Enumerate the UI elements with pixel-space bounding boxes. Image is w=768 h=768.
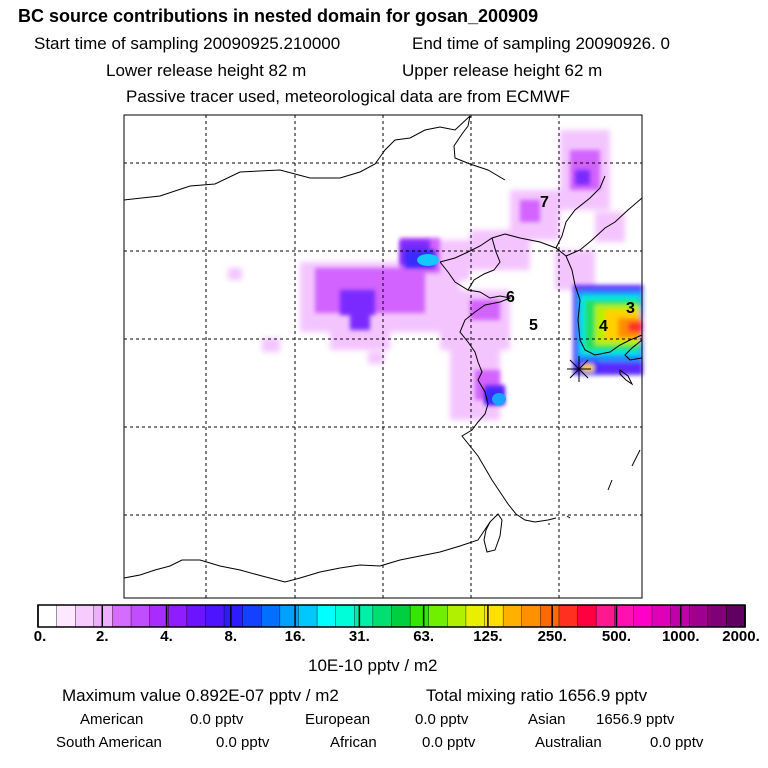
colorbar-cell [223,604,244,628]
lat-lon-grid [124,115,642,598]
lower-release-height: Lower release height 82 m [106,61,307,80]
colorbar-cell [316,604,337,628]
colorbar-cell [558,604,579,628]
summary-line: Maximum value 0.892E-07 pptv / m2 Total … [62,686,647,706]
colorbar-cell [75,604,95,628]
colorbar-tick-label: 2000. [722,628,760,645]
colorbar-cell [428,604,449,628]
colorbar-cell [409,604,430,628]
release-heights: Lower release height 82 m Upper release … [106,61,602,81]
station-marker-icon [567,356,591,382]
colorbar-cell [261,604,281,628]
colorbar-cell [242,604,262,628]
colorbar-cell [447,604,467,628]
region-name: American [80,711,144,728]
tracer-note: Passive tracer used, meteorological data… [126,87,571,106]
region-name: South American [56,734,162,751]
coastlines [123,115,643,583]
colorbar-cell [540,604,560,628]
region-name: Australian [535,734,602,751]
region-value: 0.0 pptv [650,734,704,751]
plume-field [228,130,643,420]
colorbar-cell [391,604,411,628]
colorbar-cell [205,604,225,628]
colorbar-tick-label: 250. [537,628,567,645]
colorbar-tick-label: 16. [284,628,306,645]
region-value: 0.0 pptv [415,711,469,728]
colorbar-cell [186,604,207,628]
colorbar-cell [93,604,114,628]
colorbar-cell [502,604,523,628]
colorbar-cell [335,604,355,628]
colorbar-cell [130,604,151,628]
region-name: African [330,734,377,751]
max-value: Maximum value 0.892E-07 pptv / m2 [62,686,339,705]
upper-release-height: Upper release height 62 m [402,61,603,80]
colorbar-tick-label: 8. [224,628,238,645]
colorbar-cell [37,604,58,628]
region-label: 6 [506,289,515,306]
colorbar-cell [372,604,393,628]
colorbar-tick-label: 1000. [661,628,700,645]
region-value: 0.0 pptv [422,734,476,751]
colorbar-tick-label: 125. [473,628,503,645]
colorbar-cell [726,604,746,628]
colorbar-cell [354,604,374,628]
colorbar-unit: 10E-10 pptv / m2 [308,656,438,675]
colorbar [37,604,746,628]
region-value: 0.0 pptv [216,734,270,751]
colorbar-cell [651,604,672,628]
colorbar-cell [56,604,76,628]
colorbar-cell [521,604,542,628]
page-title: BC source contributions in nested domain… [18,6,539,26]
region-label: 3 [626,300,635,317]
colorbar-tick-label: 63. [413,628,435,645]
end-time: End time of sampling 20090926. 0 [412,34,671,53]
colorbar-tick-label: 2. [96,628,109,645]
region-label: 4 [599,318,608,335]
region-name: Asian [528,711,566,728]
region-name: European [305,711,371,728]
colorbar-cell [688,604,709,628]
colorbar-cell [595,604,616,628]
colorbar-cell [298,604,318,628]
region-label: 7 [540,194,549,211]
sampling-times: Start time of sampling 20090925.210000 E… [34,34,670,54]
colorbar-cell [577,604,597,628]
colorbar-cell [168,604,188,628]
colorbar-cell [707,604,728,628]
colorbar-cell [465,604,486,628]
colorbar-tick-label: 0. [33,628,47,645]
region-value: 0.0 pptv [190,711,244,728]
colorbar-cell [614,604,635,628]
colorbar-cells [37,604,746,628]
region-value: 1656.9 pptv [596,711,675,728]
start-time: Start time of sampling 20090925.210000 [34,34,341,53]
colorbar-tick-label: 31. [348,628,370,645]
total-mixing-ratio: Total mixing ratio 1656.9 pptv [426,686,648,705]
colorbar-cell [633,604,653,628]
colorbar-cell [279,604,300,628]
colorbar-cell [112,604,132,628]
colorbar-tick-label: 500. [601,628,632,645]
colorbar-tick-labels: 0. 2. 4. 8. 16. 31. 63. 125. 250. 500. 1000. 2000. [0,628,768,652]
region-label: 5 [529,317,538,334]
map-frame [123,114,643,599]
colorbar-tick-label: 4. [160,628,173,645]
